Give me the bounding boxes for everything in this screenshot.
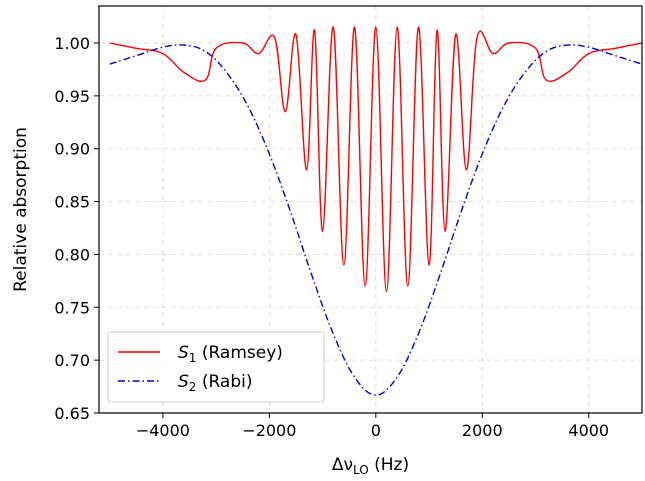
x-tick-label: −2000	[242, 421, 296, 440]
data-point-rabi	[204, 50, 206, 52]
data-point-rabi	[311, 274, 313, 276]
data-point-rabi	[375, 394, 377, 396]
data-point-rabi	[566, 44, 568, 46]
data-point-ramsey	[444, 230, 446, 232]
legend-box	[107, 331, 325, 403]
y-tick-label: 0.80	[54, 245, 90, 264]
x-axis-label-sub: LO	[353, 463, 369, 477]
data-point-ramsey	[273, 37, 275, 39]
data-point-ramsey	[258, 52, 260, 54]
data-point-rabi	[135, 54, 137, 56]
data-point-ramsey	[428, 264, 430, 266]
series-line-rabi	[109, 44, 643, 396]
data-point-ramsey	[407, 285, 409, 287]
y-axis-label: Relative absorption	[11, 127, 31, 292]
data-point-rabi	[545, 50, 547, 52]
data-point-ramsey	[305, 169, 307, 171]
data-point-ramsey	[332, 26, 334, 28]
data-point-ramsey	[396, 26, 398, 28]
data-point-rabi	[353, 376, 355, 378]
data-point-ramsey	[375, 26, 377, 28]
data-point-ramsey	[436, 29, 438, 31]
data-point-rabi	[162, 46, 164, 48]
data-point-ramsey	[162, 52, 164, 54]
data-point-rabi	[588, 46, 590, 48]
data-point-rabi	[439, 274, 441, 276]
chart-legend: S1 (Ramsey) S2 (Rabi)	[107, 331, 325, 403]
y-axis-ticks: 0.65 0.70 0.75 0.80 0.85 0.90 0.95 1.00	[54, 34, 99, 423]
x-tick-label: 2000	[462, 421, 503, 440]
data-point-ramsey	[295, 33, 297, 35]
data-point-ramsey	[343, 264, 345, 266]
y-tick-label: 1.00	[54, 34, 90, 53]
data-point-ramsey	[385, 290, 387, 292]
data-point-ramsey	[417, 26, 419, 28]
x-axis-label: ΔνLO (Hz)	[332, 455, 409, 477]
y-tick-label: 0.90	[54, 140, 90, 159]
data-point-rabi	[332, 333, 334, 335]
data-point-rabi	[268, 153, 270, 155]
data-point-ramsey	[353, 26, 355, 28]
y-tick-label: 0.70	[54, 351, 90, 370]
legend-label-ramsey: S1 (Ramsey)	[178, 343, 283, 365]
data-point-ramsey	[492, 52, 494, 54]
data-point-ramsey	[476, 37, 478, 39]
data-point-rabi	[247, 105, 249, 107]
data-point-ramsey	[284, 111, 286, 113]
data-point-ramsey	[321, 230, 323, 232]
x-tick-label: 0	[371, 421, 381, 440]
x-axis-ticks: −4000 −2000 0 2000 4000	[136, 413, 609, 440]
data-point-rabi	[396, 376, 398, 378]
data-point-ramsey	[614, 47, 616, 49]
data-point-ramsey	[454, 33, 456, 35]
data-point-ramsey	[508, 42, 510, 44]
data-point-rabi	[481, 153, 483, 155]
data-point-ramsey	[313, 29, 315, 31]
x-tick-label: 4000	[568, 421, 609, 440]
chart-series	[108, 26, 643, 396]
y-tick-label: 0.95	[54, 87, 90, 106]
legend-label-rabi: S2 (Rabi)	[178, 372, 252, 394]
data-point-ramsey	[183, 71, 185, 73]
data-point-rabi	[226, 71, 228, 73]
data-point-ramsey	[588, 52, 590, 54]
data-point-rabi	[502, 105, 504, 107]
x-axis-label-base: Δν	[332, 455, 353, 475]
data-point-rabi	[289, 211, 291, 213]
data-point-ramsey	[545, 79, 547, 81]
y-tick-label: 0.75	[54, 298, 90, 317]
data-point-rabi	[460, 211, 462, 213]
data-point-rabi	[417, 333, 419, 335]
data-point-rabi	[108, 63, 110, 65]
x-axis-label-unit: (Hz)	[369, 455, 409, 475]
data-point-rabi	[183, 44, 185, 46]
data-point-ramsey	[135, 47, 137, 49]
data-point-rabi	[614, 54, 616, 56]
y-tick-label: 0.85	[54, 193, 90, 212]
data-point-ramsey	[215, 47, 217, 49]
data-point-ramsey	[566, 71, 568, 73]
data-point-ramsey	[242, 42, 244, 44]
data-point-ramsey	[465, 169, 467, 171]
plot-frame	[98, 5, 643, 414]
data-point-ramsey	[364, 285, 366, 287]
x-tick-label: −4000	[136, 421, 190, 440]
data-point-ramsey	[108, 42, 110, 44]
y-tick-label: 0.65	[54, 404, 90, 423]
data-point-ramsey	[204, 79, 206, 81]
data-point-ramsey	[534, 47, 536, 49]
series-line-ramsey	[109, 26, 643, 293]
data-point-rabi	[524, 71, 526, 73]
